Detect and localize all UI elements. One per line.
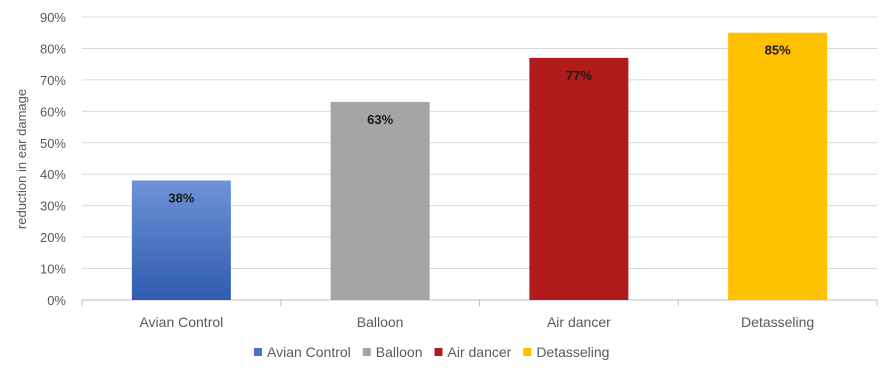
bar-avian-control — [131, 180, 231, 300]
bar-balloon — [330, 101, 430, 301]
legend-swatch — [434, 348, 443, 356]
data-label: 38% — [168, 191, 194, 206]
y-tick-label: 10% — [40, 262, 66, 277]
y-tick-label: 70% — [40, 73, 66, 88]
y-tick-label: 20% — [40, 230, 66, 245]
legend-swatch — [362, 348, 371, 356]
legend-label: Detasseling — [536, 344, 609, 360]
legend-label: Air dancer — [448, 344, 512, 360]
y-tick-label: 0% — [47, 293, 66, 308]
y-axis-title: reduction in ear damage — [14, 89, 29, 229]
x-tick-label: Air dancer — [547, 314, 611, 330]
y-tick-label: 60% — [40, 104, 66, 119]
legend: Avian Control Balloon Air dancer Detasselin… — [254, 344, 609, 360]
bars — [131, 32, 828, 301]
legend-swatch — [254, 348, 262, 356]
legend-label: Avian Control — [267, 344, 351, 360]
y-tick-label: 30% — [40, 199, 66, 214]
x-tick-label: Avian Control — [139, 314, 223, 330]
x-axis-categories: Avian Control Balloon Air dancer Detasselin… — [81, 300, 878, 330]
y-tick-label: 80% — [40, 41, 66, 56]
y-tick-label: 50% — [40, 136, 66, 151]
legend-swatch — [523, 348, 532, 356]
data-label: 85% — [765, 43, 791, 58]
y-tick-label: 40% — [40, 167, 66, 182]
data-label: 63% — [367, 112, 393, 127]
legend-label: Balloon — [376, 344, 423, 360]
bar-air-dancer — [529, 57, 629, 300]
bar-detasseling — [728, 32, 828, 300]
y-axis-ticks: 0% 10% 20% 30% 40% 50% 60% 70% 80% 90% — [40, 10, 66, 308]
y-tick-label: 90% — [40, 10, 66, 25]
data-labels: 38% 63% 77% 85% — [168, 43, 791, 206]
x-tick-label: Detasseling — [741, 314, 814, 330]
x-tick-label: Balloon — [357, 314, 404, 330]
data-label: 77% — [566, 68, 592, 83]
